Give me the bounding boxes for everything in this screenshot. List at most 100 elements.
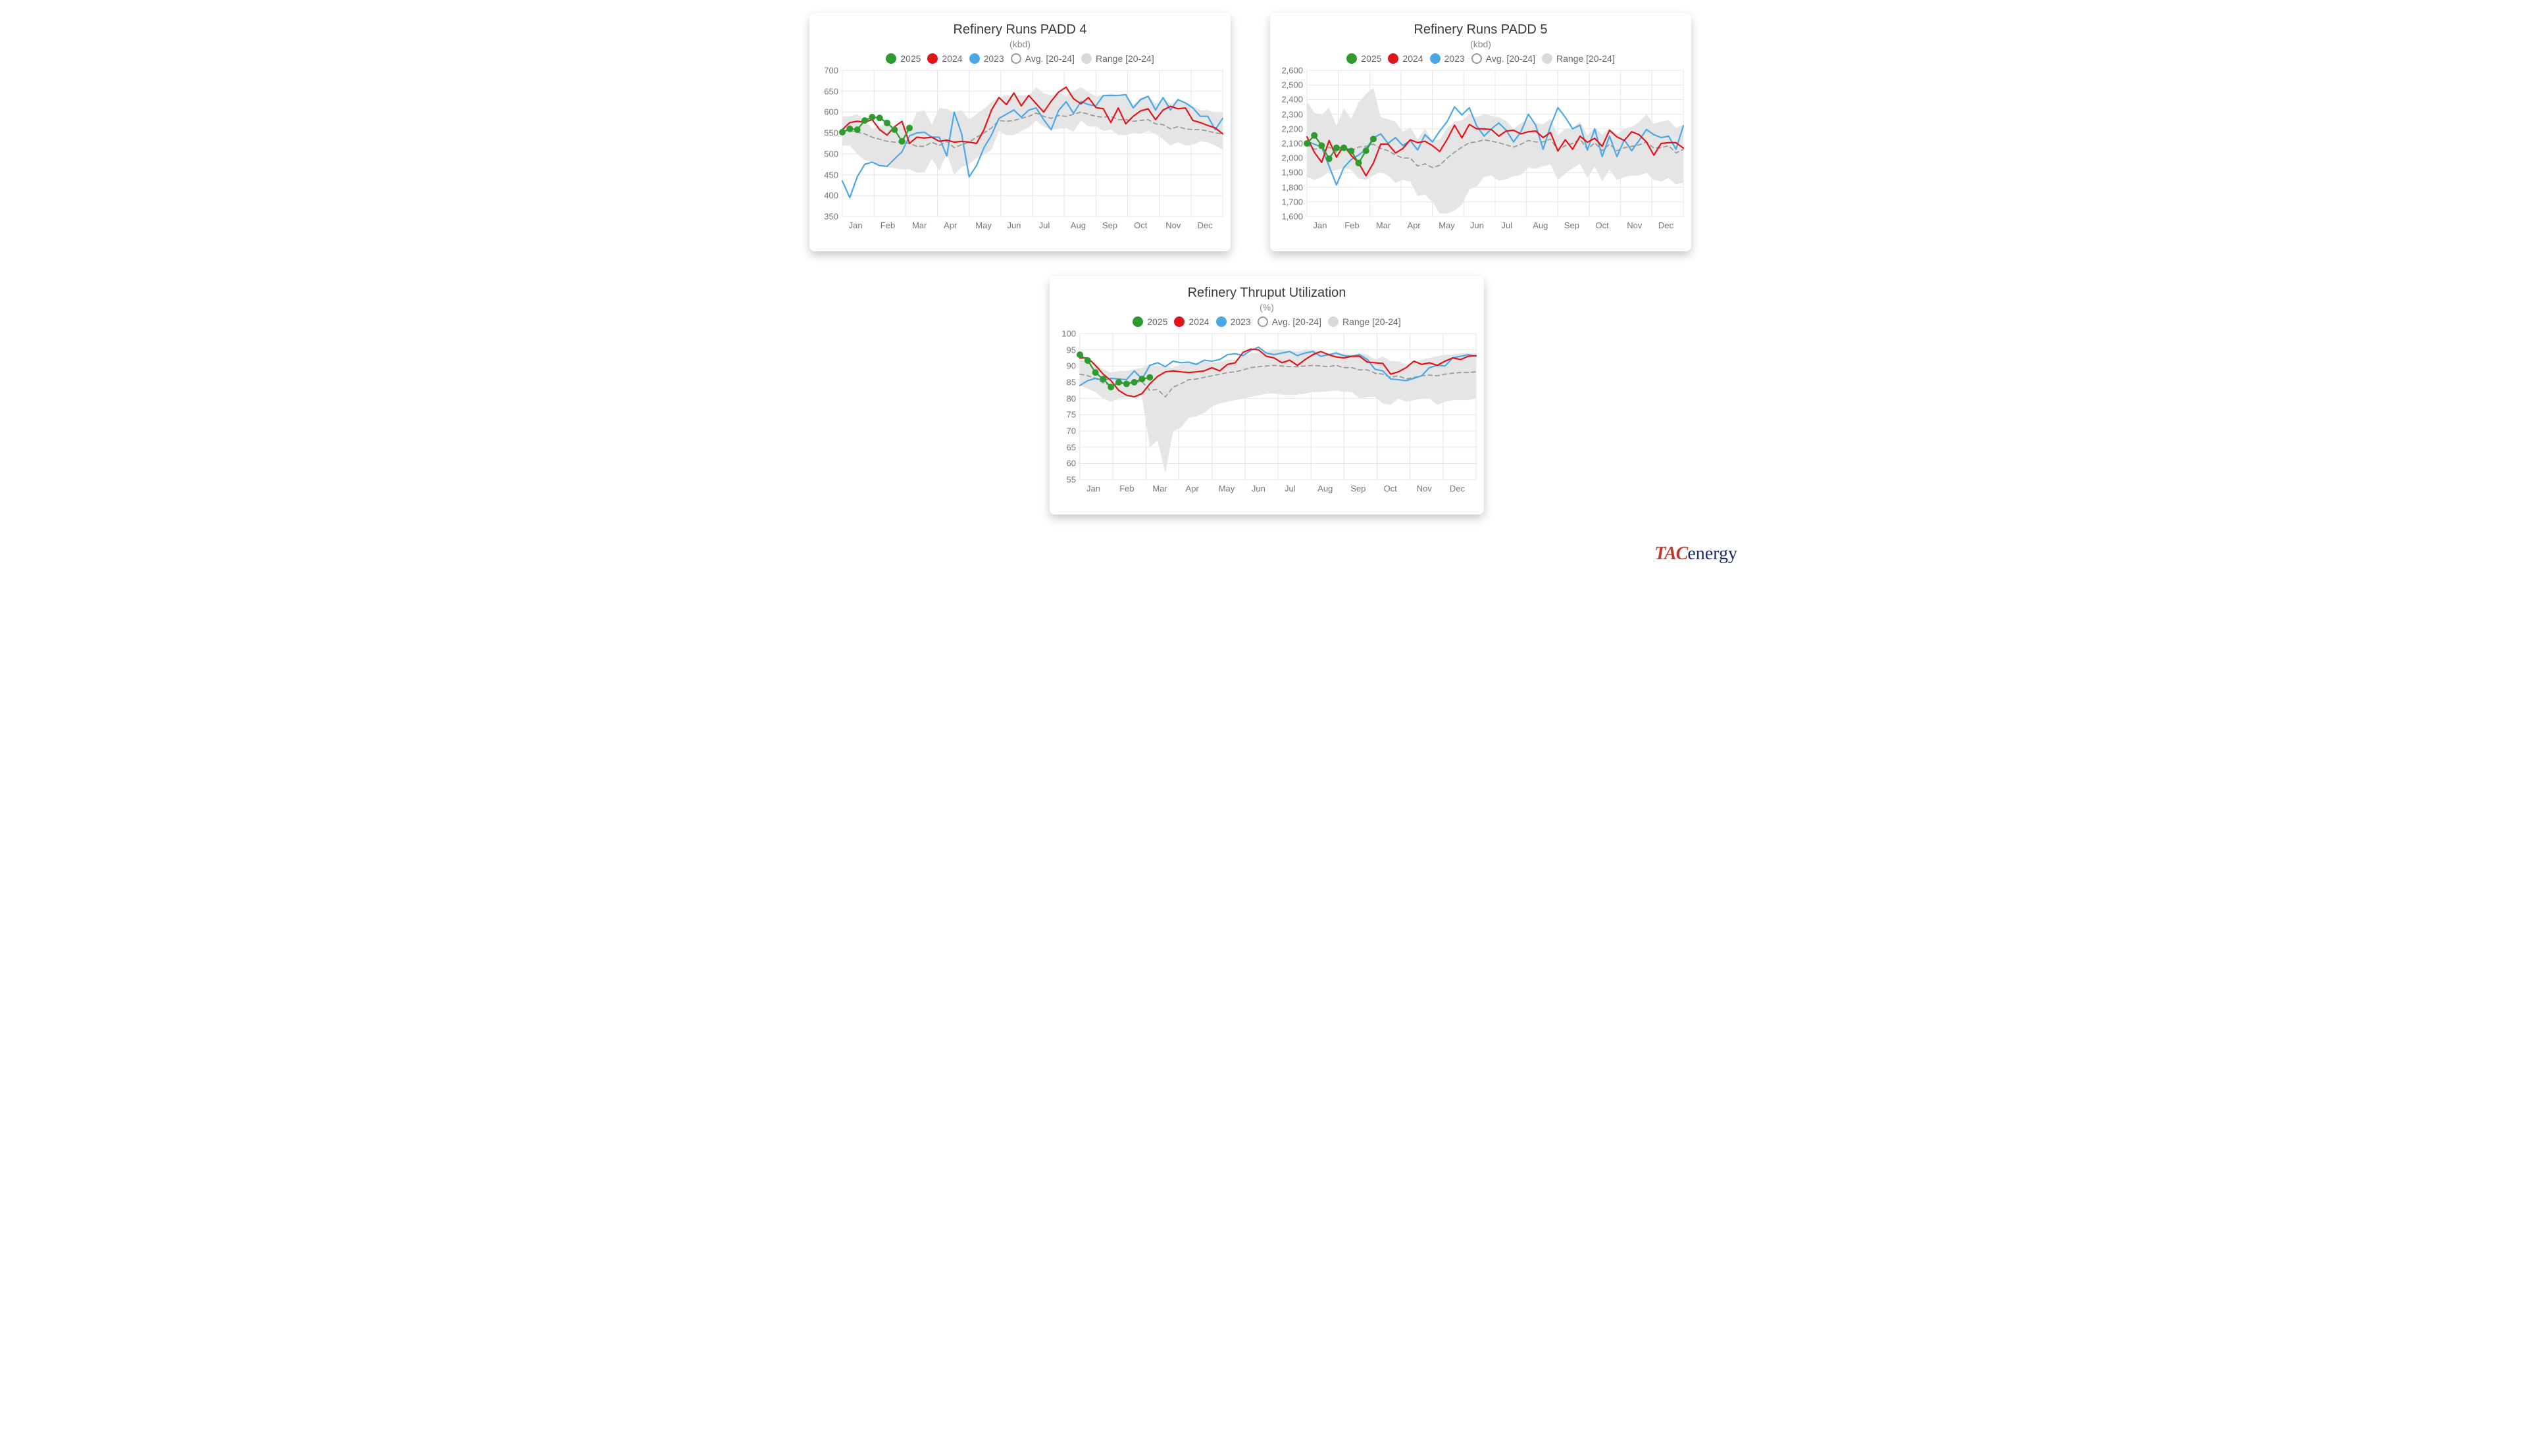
padd4-2025-line-marker <box>839 129 846 136</box>
ytick-label: 600 <box>824 107 838 117</box>
padd5-2025-line-marker <box>1333 145 1340 151</box>
padd5-2025-line-marker <box>1311 132 1317 139</box>
padd4-subtitle: (kbd) <box>809 39 1231 49</box>
ytick-label: 95 <box>1067 345 1076 355</box>
padd4-legend: 202520242023Avg. [20-24]Range [20-24] <box>809 53 1231 64</box>
legend-swatch <box>1471 53 1482 64</box>
padd5-legend-item: Avg. [20-24] <box>1471 53 1535 64</box>
legend-swatch <box>1542 53 1552 64</box>
util-xlabels: JanFebMarAprMayJunJulAugSepOctNovDec <box>1050 484 1484 494</box>
brand-logo-tac: TAC <box>1654 543 1687 564</box>
padd4-xlabels: JanFebMarAprMayJunJulAugSepOctNovDec <box>809 220 1231 231</box>
util-legend-item: 2025 <box>1133 316 1167 327</box>
legend-label: Range [20-24] <box>1556 53 1615 64</box>
card-padd5: Refinery Runs PADD 5(kbd) 2025 2024 2023 Avg… <box>1270 13 1691 251</box>
ytick-label: 90 <box>1067 361 1076 371</box>
util-legend-item: 2023 <box>1216 316 1251 327</box>
page-root: Refinery Runs PADD 4(kbd)202520242023Avg… <box>770 0 1757 572</box>
legend-label: 2025 <box>1147 316 1167 327</box>
padd5-2025-line-marker <box>1326 155 1333 162</box>
padd5-legend-item: Range [20-24] <box>1542 53 1615 64</box>
padd5-legend-item: 2025 <box>1346 53 1381 64</box>
ytick-label: 85 <box>1067 378 1076 388</box>
ytick-label: 2,300 <box>1281 109 1303 119</box>
util-2025-line-marker <box>1123 380 1130 387</box>
padd5-legend: 2025 2024 2023 Avg. [20-24] Range [20-24] <box>1270 53 1691 64</box>
legend-label: 2025 <box>1361 53 1381 64</box>
brand-logo: TACenergy <box>1654 543 1737 565</box>
padd5-title: Refinery Runs PADD 5 <box>1270 22 1691 38</box>
legend-swatch <box>886 53 896 64</box>
legend-swatch <box>1216 316 1227 327</box>
padd4-svg <box>809 64 1231 235</box>
ytick-label: 2,500 <box>1281 80 1303 90</box>
padd5-svg <box>1270 64 1691 235</box>
padd4-2025-line-marker <box>869 114 875 120</box>
util-2025-line-marker <box>1077 351 1083 358</box>
legend-label: 2023 <box>1444 53 1465 64</box>
util-legend: 2025 2024 2023 Avg. [20-24] Range [20-24] <box>1050 316 1484 327</box>
legend-label: 2024 <box>1188 316 1209 327</box>
legend-label: 2025 <box>900 53 921 64</box>
util-plot: 556065707580859095100JanFebMarAprMayJunJ… <box>1050 327 1484 498</box>
ytick-label: 1,800 <box>1281 182 1303 192</box>
util-legend-item: Avg. [20-24] <box>1258 316 1321 327</box>
ytick-label: 2,400 <box>1281 95 1303 105</box>
padd4-2025-line-marker <box>846 126 853 132</box>
padd4-2025-line-marker <box>899 138 906 145</box>
util-2025-line-marker <box>1115 379 1122 386</box>
legend-label: 2024 <box>1402 53 1423 64</box>
util-2025-line-marker <box>1138 376 1145 382</box>
legend-label: 2024 <box>942 53 962 64</box>
padd5-subtitle: (kbd) <box>1270 39 1691 49</box>
legend-swatch <box>969 53 980 64</box>
util-2025-line-marker <box>1100 376 1106 382</box>
util-2025-line-marker <box>1146 374 1153 381</box>
ytick-label: 500 <box>824 149 838 159</box>
padd5-ylabels: 1,6001,7001,8001,9002,0002,1002,2002,300… <box>1270 64 1303 235</box>
padd4-2025-line-marker <box>891 126 898 133</box>
padd4-2025-line-marker <box>861 117 868 124</box>
padd5-legend-item: 2024 <box>1388 53 1423 64</box>
padd5-2025-line-marker <box>1340 145 1347 151</box>
util-legend-item: 2024 <box>1174 316 1209 327</box>
legend-swatch <box>927 53 938 64</box>
legend-label: Avg. [20-24] <box>1025 53 1075 64</box>
legend-swatch <box>1011 53 1021 64</box>
padd4-2025-line-marker <box>877 114 883 121</box>
legend-swatch <box>1081 53 1092 64</box>
ytick-label: 2,200 <box>1281 124 1303 134</box>
padd4-legend-item: 2025 <box>886 53 921 64</box>
padd4-legend-item: Range [20-24] <box>1081 53 1154 64</box>
ytick-label: 2,000 <box>1281 153 1303 163</box>
util-legend-item: Range [20-24] <box>1328 316 1401 327</box>
legend-swatch <box>1388 53 1398 64</box>
ytick-label: 2,100 <box>1281 139 1303 149</box>
padd4-legend-item: 2024 <box>927 53 962 64</box>
ytick-label: 550 <box>824 128 838 138</box>
ytick-label: 60 <box>1067 459 1076 468</box>
padd5-plot: 1,6001,7001,8001,9002,0002,1002,2002,300… <box>1270 64 1691 235</box>
padd4-legend-item: Avg. [20-24] <box>1011 53 1075 64</box>
legend-label: Range [20-24] <box>1342 316 1401 327</box>
padd4-ylabels: 350400450500550600650700 <box>809 64 838 235</box>
legend-swatch <box>1346 53 1357 64</box>
ytick-label: 100 <box>1061 329 1076 339</box>
padd5-2025-line-marker <box>1304 140 1310 147</box>
ytick-label: 2,600 <box>1281 66 1303 76</box>
util-2025-line-marker <box>1092 369 1099 376</box>
legend-swatch <box>1258 316 1268 327</box>
util-2025-line-marker <box>1108 384 1114 390</box>
padd4-title: Refinery Runs PADD 4 <box>809 22 1231 38</box>
legend-swatch <box>1328 316 1339 327</box>
ytick-label: 70 <box>1067 426 1076 436</box>
ytick-label: 80 <box>1067 393 1076 403</box>
util-2025-line-marker <box>1131 379 1138 386</box>
padd5-2025-line-marker <box>1356 160 1362 166</box>
ytick-label: 1,900 <box>1281 168 1303 178</box>
legend-swatch <box>1133 316 1143 327</box>
ytick-label: 650 <box>824 86 838 96</box>
ytick-label: 400 <box>824 191 838 201</box>
padd5-xlabels: JanFebMarAprMayJunJulAugSepOctNovDec <box>1270 220 1691 231</box>
legend-label: Avg. [20-24] <box>1272 316 1321 327</box>
